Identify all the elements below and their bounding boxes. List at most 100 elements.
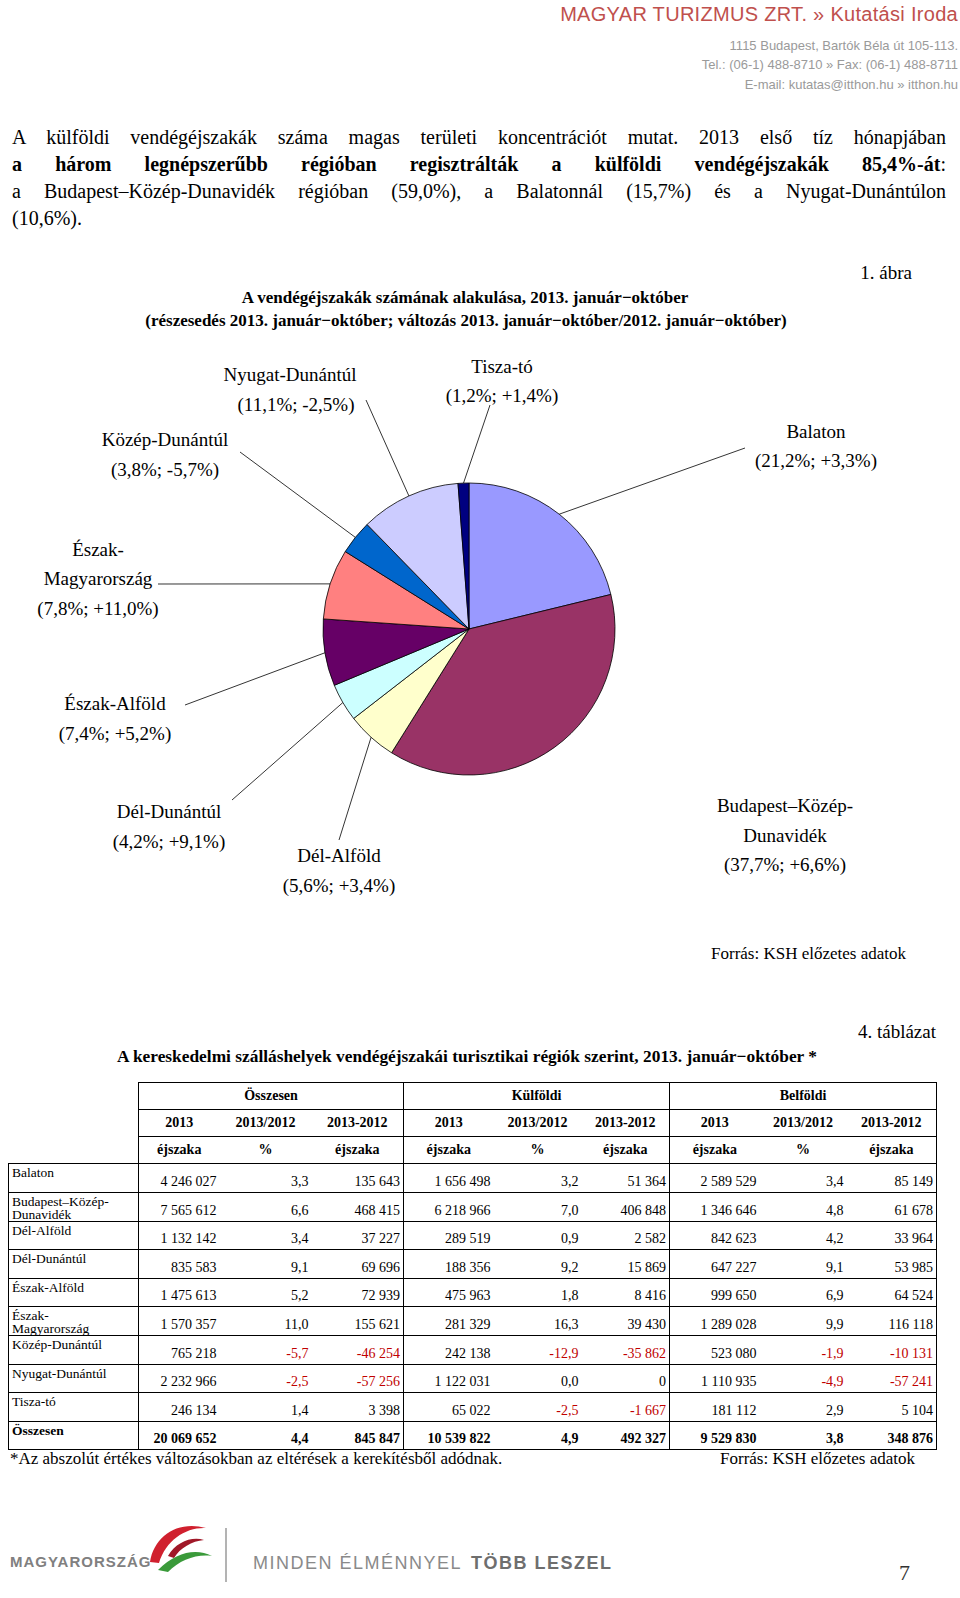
table-cell: 3,2 (494, 1164, 582, 1193)
table-cell: 37 227 (312, 1221, 404, 1250)
table-cell: -1,9 (760, 1336, 847, 1365)
table-cell: 9,9 (760, 1307, 847, 1336)
pie-category-line: Nyugat-Dunántúl (224, 364, 357, 385)
pie-category-label: Nyugat-Dunántúl (224, 364, 357, 385)
table-title: A kereskedelmi szálláshelyek vendégéjsza… (117, 1047, 817, 1066)
table-cell: 835 583 (139, 1250, 220, 1279)
footer-slogan-bold: TÖBB LESZEL (471, 1553, 613, 1573)
header-address: Tel.: (06-1) 488-8710 » Fax: (06-1) 488-… (702, 57, 958, 72)
leader-line (240, 452, 355, 537)
table-row: Budapest–Közép- Dunavidék7 565 6126,6468… (9, 1192, 937, 1221)
table-row-label: Dél-Dunántúl (9, 1250, 139, 1279)
table-cell: -12,9 (494, 1336, 582, 1365)
table-cell: 281 329 (404, 1307, 494, 1336)
footer-logo (150, 1526, 212, 1572)
table-cell: 135 643 (312, 1164, 404, 1193)
footer-slogan: MINDEN ÉLMÉNNYELTÖBB LESZEL (253, 1553, 613, 1573)
table-sub-header: 2013-2012 (312, 1110, 404, 1137)
table-cell: 1 346 646 (670, 1192, 760, 1221)
table-row-label: Balaton (9, 1164, 139, 1193)
leader-line (185, 653, 325, 705)
table-cell: 842 623 (670, 1221, 760, 1250)
table-row-label: Nyugat-Dunántúl (9, 1364, 139, 1393)
table-row: Balaton4 246 0273,3135 6431 656 4983,251… (9, 1164, 937, 1193)
table-cell: 9 529 830 (670, 1421, 760, 1450)
table-cell: 53 985 (847, 1250, 937, 1279)
table-cell: 9,1 (220, 1250, 312, 1279)
table-row: Dél-Dunántúl835 5839,169 696188 3569,215… (9, 1250, 937, 1279)
table-row: Dél-Alföld1 132 1423,437 227289 5190,92 … (9, 1221, 937, 1250)
table-cell: 242 138 (404, 1336, 494, 1365)
table-cell: 7,0 (494, 1192, 582, 1221)
table-footnote: *Az abszolút értékes változásokban az el… (10, 1449, 502, 1469)
header-title: MAGYAR TURIZMUS ZRT. » Kutatási Iroda (560, 3, 958, 26)
table-sub-header: 2013/2012 (760, 1110, 847, 1137)
figure-number: 1. ábra (860, 262, 912, 283)
table-cell: -2,5 (494, 1393, 582, 1422)
pie-category-line: Észak- (72, 539, 124, 560)
table-number: 4. táblázat (858, 1021, 937, 1042)
pie-value-label: (11,1%; -2,5%) (238, 394, 355, 416)
table-unit-header: % (760, 1137, 847, 1164)
table-unit-header: éjszaka (582, 1137, 670, 1164)
table-cell: 1 122 031 (404, 1364, 494, 1393)
pie-category-line: Észak-Alföld (64, 693, 166, 714)
paragraph-line: a Budapest–Közép-Dunavidék régióban (59,… (12, 178, 946, 205)
table-cell: 1 289 028 (670, 1307, 760, 1336)
pie-value-label: (1,2%; +1,4%) (446, 385, 559, 407)
table-cell: 6,9 (760, 1278, 847, 1307)
paragraph: A külföldi vendégéjszakák száma magas te… (12, 124, 946, 232)
table-cell: 65 022 (404, 1393, 494, 1422)
pie-category-label: Dél-Alföld (297, 845, 381, 866)
table-unit-header: éjszaka (312, 1137, 404, 1164)
pie-category-label: Balaton (786, 421, 846, 442)
table-row: Tisza-tó246 1341,43 39865 022-2,5-1 6671… (9, 1393, 937, 1422)
table-sub-header: 2013-2012 (847, 1110, 937, 1137)
table-group-header: Összesen (139, 1083, 404, 1110)
table-row-label: Észak-Alföld (9, 1278, 139, 1307)
table-cell: 6 218 966 (404, 1192, 494, 1221)
paragraph-run: A külföldi vendégéjszakák száma magas te… (12, 126, 946, 148)
table-sub-header: 2013 (404, 1110, 494, 1137)
pie-slice (458, 483, 469, 629)
table-cell: 0,9 (494, 1221, 582, 1250)
pie-category-line: Budapest–Közép- (717, 795, 853, 816)
pie-value-label: (7,8%; +11,0%) (37, 598, 158, 620)
footer-brand: MAGYARORSZÁG (10, 1553, 151, 1570)
pie-value-label: (4,2%; +9,1%) (113, 831, 226, 853)
header-address: 1115 Budapest, Bartók Béla út 105-113. (730, 38, 958, 53)
paragraph-line: A külföldi vendégéjszakák száma magas te… (12, 124, 946, 151)
table-cell: 2 582 (582, 1221, 670, 1250)
pie-value-label: (3,8%; -5,7%) (111, 459, 219, 481)
table-header-row: 20132013/20122013-201220132013/20122013-… (9, 1110, 937, 1137)
table-cell: 10 539 822 (404, 1421, 494, 1450)
table-total-row: Összesen20 069 6524,4845 84710 539 8224,… (9, 1421, 937, 1450)
table-cell: 4 246 027 (139, 1164, 220, 1193)
table-row-label: Dél-Alföld (9, 1221, 139, 1250)
table-cell: 64 524 (847, 1278, 937, 1307)
leader-line (559, 448, 745, 514)
table-cell: 6,6 (220, 1192, 312, 1221)
paragraph-run: (10,6%). (12, 207, 82, 229)
pie-category-line: Balaton (786, 421, 846, 442)
table-row: Közép-Dunántúl765 218-5,7-46 254242 138-… (9, 1336, 937, 1365)
table-cell: -35 862 (582, 1336, 670, 1365)
table-cell: 492 327 (582, 1421, 670, 1450)
table-cell: 475 963 (404, 1278, 494, 1307)
data-table: ÖsszesenKülföldiBelföldi20132013/2012201… (8, 1082, 937, 1450)
table-unit-header: éjszaka (404, 1137, 494, 1164)
pie-category-line: Dél-Alföld (297, 845, 381, 866)
table-cell: 8 416 (582, 1278, 670, 1307)
page: 1. ábraA vendégéjszakák számának alakulá… (0, 0, 960, 1598)
table-cell: 845 847 (312, 1421, 404, 1450)
table-cell: 1 110 935 (670, 1364, 760, 1393)
table-sub-header: 2013-2012 (582, 1110, 670, 1137)
table-sub-header: 2013 (670, 1110, 760, 1137)
table-cell: -4,9 (760, 1364, 847, 1393)
table-cell: -10 131 (847, 1336, 937, 1365)
table-cell: 523 080 (670, 1336, 760, 1365)
table-cell: 7 565 612 (139, 1192, 220, 1221)
table-sub-header: 2013 (139, 1110, 220, 1137)
table-cell: 15 869 (582, 1250, 670, 1279)
pie-value-label: (7,4%; +5,2%) (59, 723, 172, 745)
